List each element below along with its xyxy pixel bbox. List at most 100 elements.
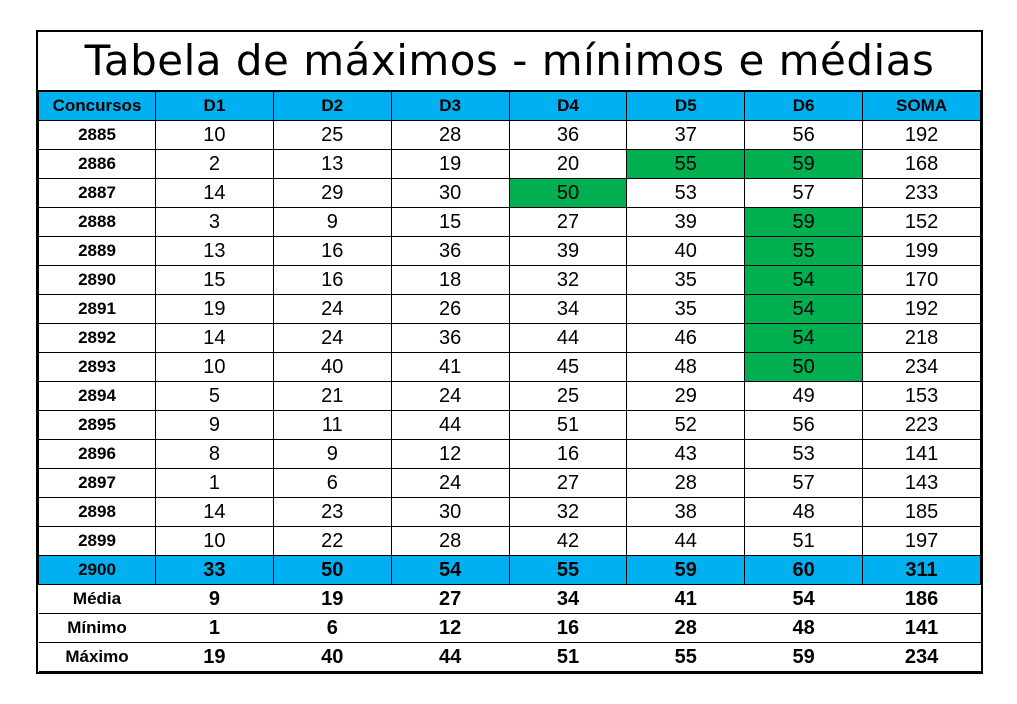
table-row: 2894 5 21 24 25 29 49 153	[38, 381, 981, 411]
cell: 26	[390, 294, 510, 324]
cell: 39	[508, 236, 628, 266]
cell: 59	[744, 149, 864, 179]
cell: 29	[626, 381, 746, 411]
data-table: Concursos D1 D2 D3 D4 D5 D6 SOMA 2885 10 25 28 36 37…	[38, 91, 981, 672]
cell: 9	[155, 410, 274, 440]
cell: 24	[272, 323, 392, 353]
cell: 49	[744, 381, 864, 411]
cell: 48	[744, 613, 863, 643]
cell: 44	[626, 526, 746, 556]
cell: 45	[508, 352, 628, 382]
cell: 46	[626, 323, 746, 353]
row-label: 2891	[38, 294, 156, 324]
cell: 2	[155, 149, 274, 179]
cell: 143	[862, 468, 981, 498]
cell: 186	[862, 584, 981, 614]
cell: 12	[391, 613, 510, 643]
table-row: 2889 13 16 36 39 40 55 199	[38, 236, 981, 266]
cell: 9	[272, 439, 392, 469]
table-row: 2896 8 9 12 16 43 53 141	[38, 439, 981, 469]
cell: 21	[272, 381, 392, 411]
header-cell: Concursos	[38, 91, 156, 121]
row-label: 2897	[38, 468, 156, 498]
header-cell: D4	[508, 91, 628, 121]
cell: 25	[272, 120, 392, 150]
table-row: 2885 10 25 28 36 37 56 192	[38, 120, 981, 150]
cell: 48	[744, 497, 864, 527]
cell: 15	[155, 265, 274, 295]
cell: 40	[272, 352, 392, 382]
cell: 185	[862, 497, 981, 527]
cell: 55	[508, 555, 628, 585]
header-row: Concursos D1 D2 D3 D4 D5 D6 SOMA	[38, 91, 981, 121]
cell: 54	[390, 555, 510, 585]
cell: 55	[626, 149, 746, 179]
cell: 153	[862, 381, 981, 411]
cell: 19	[390, 149, 510, 179]
cell: 9	[155, 584, 274, 614]
cell: 192	[862, 294, 981, 324]
cell: 34	[509, 584, 627, 614]
cell: 35	[626, 294, 746, 324]
table-row: 2888 3 9 15 27 39 59 152	[38, 207, 981, 237]
cell: 30	[390, 178, 510, 208]
row-label: 2889	[38, 236, 156, 266]
cell: 16	[272, 236, 392, 266]
cell: 9	[272, 207, 392, 237]
cell: 22	[272, 526, 392, 556]
row-label: 2886	[38, 149, 156, 179]
cell: 59	[744, 642, 863, 672]
table-row: Máximo 19 40 44 51 55 59 234	[38, 642, 981, 672]
cell: 59	[626, 555, 746, 585]
cell: 53	[744, 439, 864, 469]
cell: 192	[862, 120, 981, 150]
cell: 51	[509, 642, 627, 672]
cell: 53	[626, 178, 746, 208]
cell: 60	[744, 555, 864, 585]
cell: 234	[862, 352, 981, 382]
cell: 168	[862, 149, 981, 179]
cell: 16	[509, 613, 627, 643]
cell: 13	[155, 236, 274, 266]
cell: 218	[862, 323, 981, 353]
row-label: 2894	[38, 381, 156, 411]
header-cell: D5	[626, 91, 746, 121]
cell: 40	[273, 642, 392, 672]
cell: 36	[390, 323, 510, 353]
header-cell: SOMA	[862, 91, 981, 121]
cell: 55	[744, 236, 864, 266]
cell: 59	[744, 207, 864, 237]
cell: 38	[626, 497, 746, 527]
cell: 43	[626, 439, 746, 469]
cell: 36	[508, 120, 628, 150]
title: Tabela de máximos - mínimos e médias	[38, 32, 981, 91]
table-row: 2890 15 16 18 32 35 54 170	[38, 265, 981, 295]
cell: 55	[626, 642, 745, 672]
table-row: Média 9 19 27 34 41 54 186	[38, 584, 981, 614]
table-row: 2892 14 24 36 44 46 54 218	[38, 323, 981, 353]
row-label: 2899	[38, 526, 156, 556]
header-cell: D1	[155, 91, 274, 121]
cell: 40	[626, 236, 746, 266]
row-label: 2898	[38, 497, 156, 527]
cell: 27	[508, 468, 628, 498]
cell: 41	[390, 352, 510, 382]
cell: 19	[155, 294, 274, 324]
row-label: 2900	[38, 555, 156, 585]
cell: 234	[862, 642, 981, 672]
cell: 42	[508, 526, 628, 556]
cell: 28	[390, 526, 510, 556]
cell: 14	[155, 178, 274, 208]
table-row: 2897 1 6 24 27 28 57 143	[38, 468, 981, 498]
cell: 41	[626, 584, 745, 614]
cell: 152	[862, 207, 981, 237]
cell: 50	[272, 555, 392, 585]
cell: 54	[744, 584, 863, 614]
table-row: 2893 10 40 41 45 48 50 234	[38, 352, 981, 382]
row-label: 2896	[38, 439, 156, 469]
cell: 13	[272, 149, 392, 179]
cell: 30	[390, 497, 510, 527]
row-label: 2892	[38, 323, 156, 353]
cell: 28	[626, 613, 745, 643]
